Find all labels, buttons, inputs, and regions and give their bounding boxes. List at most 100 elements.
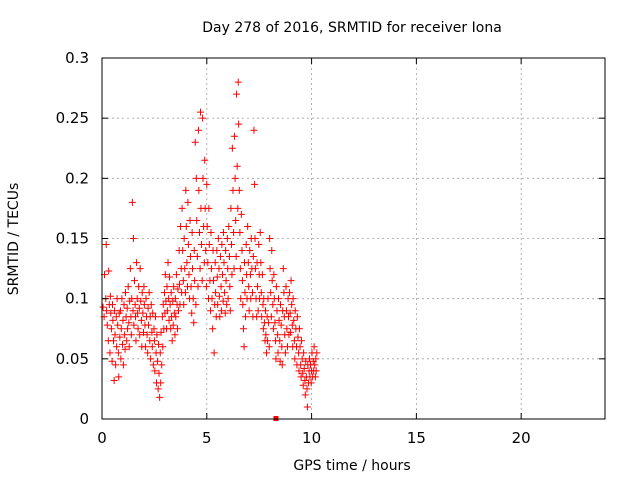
data-point (249, 253, 257, 261)
data-point (159, 301, 167, 309)
data-point (303, 385, 311, 393)
data-point (238, 277, 246, 285)
data-point (126, 265, 134, 273)
data-point (286, 309, 294, 317)
data-point (250, 126, 258, 134)
data-point (219, 297, 227, 305)
data-point (266, 265, 274, 273)
data-point (150, 337, 158, 345)
data-point (194, 283, 202, 291)
data-point (215, 265, 223, 273)
data-point (165, 316, 173, 324)
data-point (251, 180, 259, 188)
data-point (218, 241, 226, 249)
data-point (107, 325, 115, 333)
data-point (228, 144, 236, 152)
data-point (121, 289, 129, 297)
data-point (180, 301, 188, 309)
y-tick-label: 0.1 (65, 290, 89, 308)
data-point (131, 301, 139, 309)
data-point (237, 210, 245, 218)
data-point (236, 228, 244, 236)
data-point (223, 301, 231, 309)
data-point (217, 307, 225, 315)
data-point (263, 349, 271, 357)
axis-ticks (101, 57, 605, 420)
x-tick-label: 15 (407, 429, 426, 447)
data-point (242, 313, 250, 321)
data-point (312, 367, 320, 375)
data-point (118, 295, 126, 303)
data-point (256, 228, 264, 236)
data-point (193, 216, 201, 224)
data-point (223, 235, 231, 242)
data-point (180, 235, 188, 242)
data-point (116, 333, 124, 341)
data-point (153, 331, 161, 339)
data-point (237, 295, 245, 303)
data-point (226, 283, 234, 291)
data-point (216, 313, 224, 321)
data-point (205, 204, 213, 212)
data-point (233, 162, 241, 170)
data-point (313, 349, 321, 357)
data-point (145, 289, 153, 297)
data-point (189, 295, 197, 303)
data-point (268, 277, 276, 285)
data-point (217, 283, 225, 291)
data-point (193, 253, 201, 261)
data-point (115, 373, 123, 381)
data-point (234, 204, 242, 212)
data-point (148, 328, 156, 336)
data-point (192, 301, 200, 309)
data-point (287, 277, 295, 285)
data-point (125, 319, 133, 327)
data-point (214, 235, 222, 242)
data-point (117, 355, 125, 363)
data-point (185, 271, 193, 279)
tick-labels: 0 0.05 0.1 0.15 0.2 0.25 0.3 0 5 10 15 20 (56, 49, 531, 447)
data-point (149, 361, 157, 369)
data-point (212, 289, 220, 297)
data-point (181, 289, 189, 297)
data-point (128, 198, 136, 206)
data-point (245, 283, 253, 291)
data-point (157, 379, 165, 387)
data-point (117, 325, 125, 333)
data-point (279, 265, 287, 273)
data-point (156, 393, 164, 401)
data-point (202, 283, 210, 291)
data-point (283, 325, 291, 333)
data-point (265, 343, 273, 351)
data-point (192, 174, 200, 182)
data-point (195, 186, 203, 194)
data-point (205, 241, 213, 249)
data-point (277, 321, 285, 329)
data-point (244, 259, 252, 267)
data-point (199, 174, 207, 182)
data-point (204, 259, 212, 267)
data-point (151, 313, 159, 321)
data-point (143, 331, 151, 339)
data-point (298, 337, 306, 345)
data-point (191, 138, 199, 146)
data-point (139, 309, 147, 317)
data-point (189, 265, 197, 273)
data-point (110, 376, 118, 384)
data-point (232, 253, 240, 261)
data-point (160, 289, 168, 297)
data-point (121, 345, 129, 353)
data-point (191, 277, 199, 285)
y-axis-label: SRMTID / TECUs (6, 183, 22, 296)
data-point (290, 337, 298, 345)
data-point (172, 313, 180, 321)
data-point (224, 265, 232, 273)
data-point (282, 307, 290, 315)
x-tick-label: 0 (97, 429, 107, 447)
data-point (242, 241, 250, 249)
data-point (274, 331, 282, 339)
data-point (158, 313, 166, 321)
data-point (186, 253, 194, 261)
data-point (264, 337, 272, 345)
data-point (125, 343, 133, 351)
